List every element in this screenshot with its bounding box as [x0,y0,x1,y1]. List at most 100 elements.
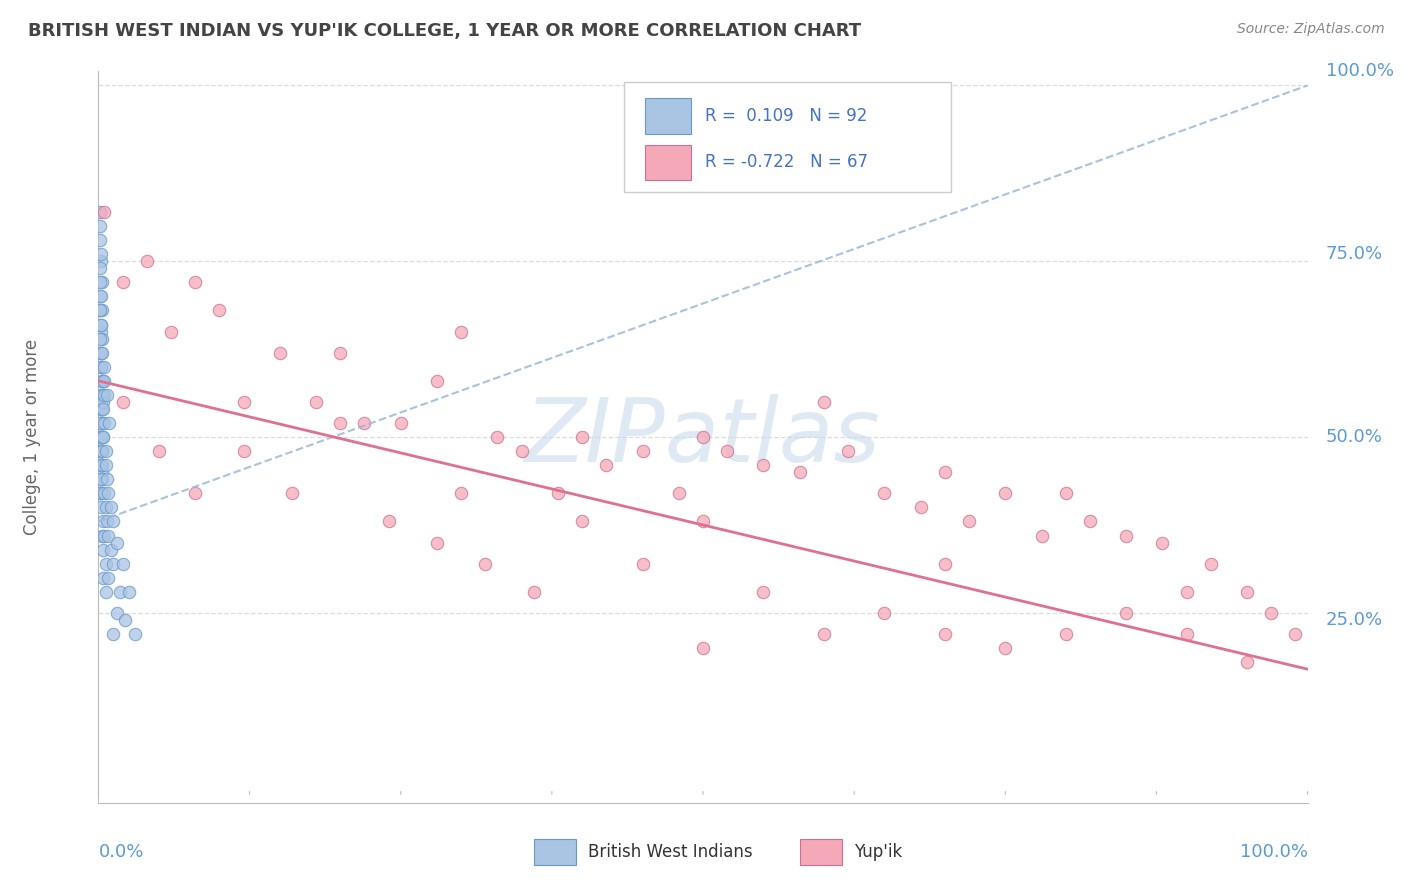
Point [89,416,111,430]
Text: R =  0.109   N = 92: R = 0.109 N = 92 [706,107,868,125]
Point [1260,606,1282,620]
Point [91,374,114,388]
Point [91,276,114,290]
Point [90,486,112,500]
Point [90,359,112,374]
Point [91,401,114,416]
Point [329,345,352,359]
Point [184,276,207,290]
Point [631,557,654,571]
Bar [645,145,690,179]
Text: 100.0%: 100.0% [1326,62,1393,80]
Point [813,627,835,641]
Point [934,557,956,571]
Point [93,374,115,388]
Point [90,500,112,515]
Point [98,416,121,430]
Point [90,444,112,458]
Point [90,247,112,261]
Point [91,416,114,430]
Point [813,395,835,409]
Point [97,571,120,585]
Point [1115,606,1137,620]
Point [668,486,690,500]
Point [90,359,112,374]
Point [269,345,291,359]
Point [1115,528,1137,542]
Point [571,515,593,529]
Point [232,444,254,458]
Point [486,430,509,444]
Point [789,465,811,479]
Text: 25.0%: 25.0% [1326,611,1384,629]
Point [1031,528,1053,542]
Point [93,388,115,402]
Point [160,325,183,339]
Point [1152,535,1174,549]
Point [752,584,775,599]
Point [90,458,112,473]
Point [91,374,114,388]
Point [90,289,112,303]
Point [96,472,118,486]
Point [90,472,112,486]
Point [100,542,122,557]
Point [91,444,114,458]
Point [90,486,112,500]
Point [91,430,114,444]
Point [96,388,118,402]
Point [1175,627,1198,641]
Point [281,486,304,500]
Point [91,388,114,402]
Point [716,444,738,458]
Point [692,515,714,529]
Point [1175,584,1198,599]
Point [91,303,114,318]
Bar [645,98,690,134]
Point [91,515,114,529]
Point [148,444,170,458]
Point [91,542,114,557]
Point [89,303,111,318]
Point [96,515,118,529]
Point [135,254,157,268]
Point [111,276,134,290]
Text: British West Indians: British West Indians [588,843,752,861]
Point [93,205,115,219]
Point [91,430,114,444]
Point [111,395,134,409]
Text: BRITISH WEST INDIAN VS YUP'IK COLLEGE, 1 YEAR OR MORE CORRELATION CHART: BRITISH WEST INDIAN VS YUP'IK COLLEGE, 1… [28,22,862,40]
Point [94,584,117,599]
Point [184,486,207,500]
Point [90,395,112,409]
Point [474,557,496,571]
Point [91,571,114,585]
Point [101,557,124,571]
Point [90,345,112,359]
Point [114,613,136,627]
Point [93,359,115,374]
Point [1284,627,1306,641]
Point [94,458,117,473]
Point [1236,584,1258,599]
Point [91,332,114,346]
Point [692,641,714,656]
Point [93,416,115,430]
Point [873,606,896,620]
Point [89,219,111,233]
Point [89,486,111,500]
Point [91,416,114,430]
Point [89,416,111,430]
Point [90,325,112,339]
Point [89,261,111,276]
Point [89,430,111,444]
Point [101,627,124,641]
Text: Yup'ik: Yup'ik [855,843,903,861]
Point [353,416,375,430]
Point [547,486,569,500]
Point [97,486,120,500]
Point [118,584,141,599]
Text: 0.0%: 0.0% [98,843,143,861]
Point [910,500,932,515]
Point [89,332,111,346]
